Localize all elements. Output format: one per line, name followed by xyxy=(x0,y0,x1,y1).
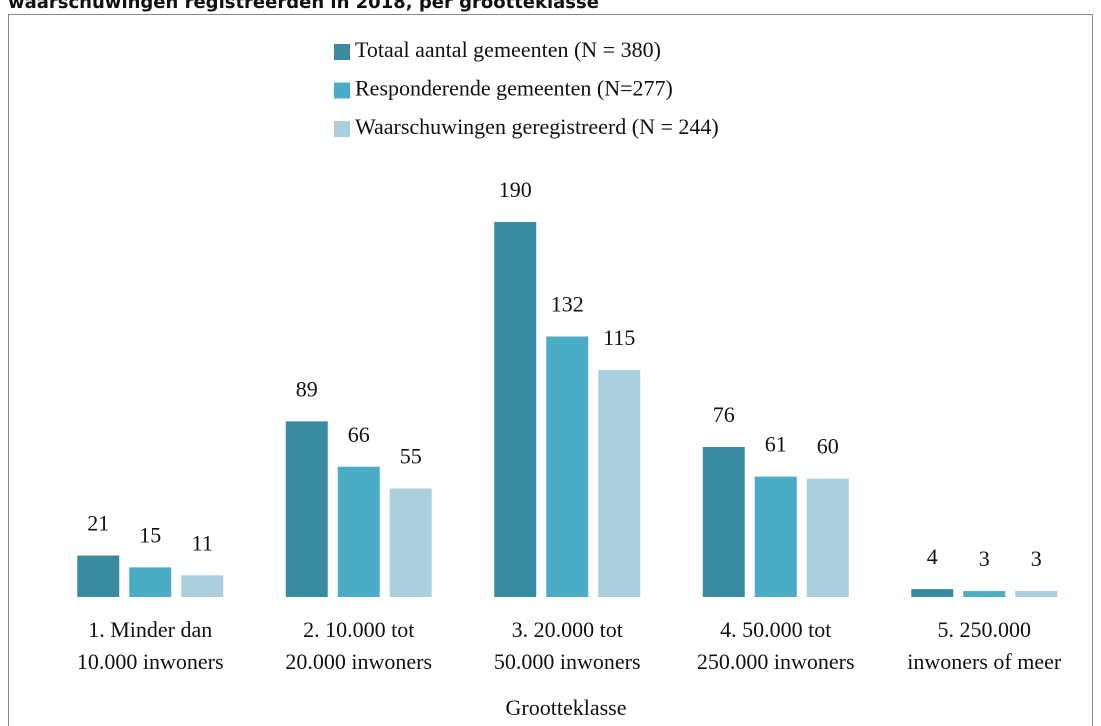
value-label: 21 xyxy=(87,511,109,536)
value-label: 190 xyxy=(499,177,532,202)
value-label: 76 xyxy=(713,402,735,427)
bar xyxy=(702,447,745,597)
x-tick-line: 10.000 inwoners xyxy=(77,649,224,674)
bar xyxy=(963,591,1006,597)
value-label: 66 xyxy=(348,422,370,447)
x-tick-line: 1. Minder dan xyxy=(88,617,212,642)
x-tick-line: 3. 20.000 tot xyxy=(512,617,623,642)
value-label: 4 xyxy=(927,544,938,569)
legend-label: Waarschuwingen geregistreerd (N = 244) xyxy=(355,114,719,139)
x-tick-line: 250.000 inwoners xyxy=(697,649,855,674)
bar xyxy=(1015,591,1058,597)
value-label: 115 xyxy=(603,325,635,350)
chart-border xyxy=(8,14,1093,726)
value-label: 60 xyxy=(817,434,839,459)
bar xyxy=(181,575,224,597)
value-label: 11 xyxy=(192,530,213,555)
bar xyxy=(494,222,537,597)
bar xyxy=(389,488,432,597)
legend-swatch xyxy=(334,44,350,60)
value-label: 15 xyxy=(139,522,161,547)
value-label: 3 xyxy=(979,546,990,571)
x-tick-line: inwoners of meer xyxy=(907,649,1062,674)
bar xyxy=(285,421,328,597)
legend-swatch xyxy=(334,121,350,137)
x-tick-label: 1. Minder dan 10.000 inwoners xyxy=(77,617,224,674)
bar xyxy=(77,555,120,597)
x-tick-label: 2. 10.000 tot 20.000 inwoners xyxy=(285,617,432,674)
bar xyxy=(806,478,849,597)
bar xyxy=(911,589,954,597)
value-label: 132 xyxy=(551,292,584,317)
legend-label: Responderende gemeenten (N=277) xyxy=(355,76,673,101)
value-label: 55 xyxy=(400,443,422,468)
x-tick-label: 4. 50.000 tot 250.000 inwoners xyxy=(697,617,855,674)
x-tick-line: 20.000 inwoners xyxy=(285,649,432,674)
value-label: 89 xyxy=(296,376,318,401)
x-tick-line: 50.000 inwoners xyxy=(494,649,641,674)
x-tick-line: 4. 50.000 tot xyxy=(720,617,831,642)
x-tick-label: 5. 250.000 inwoners of meer xyxy=(907,617,1062,674)
x-axis-label: Grootteklasse xyxy=(506,695,627,720)
legend-swatch xyxy=(334,82,350,99)
legend-label: Totaal aantal gemeenten (N = 380) xyxy=(355,37,661,62)
x-tick-line: 2. 10.000 tot xyxy=(303,617,414,642)
x-tick-line: 5. 250.000 xyxy=(938,617,1032,642)
chart-title: waarschuwingen registreerden in 2018, pe… xyxy=(8,0,599,13)
bar xyxy=(337,466,380,597)
bar xyxy=(598,370,641,597)
bar xyxy=(546,336,589,597)
value-label: 61 xyxy=(765,432,787,457)
bar xyxy=(754,476,797,597)
value-label: 3 xyxy=(1031,546,1042,571)
x-tick-label: 3. 20.000 tot 50.000 inwoners xyxy=(494,617,641,674)
bar xyxy=(129,567,172,597)
